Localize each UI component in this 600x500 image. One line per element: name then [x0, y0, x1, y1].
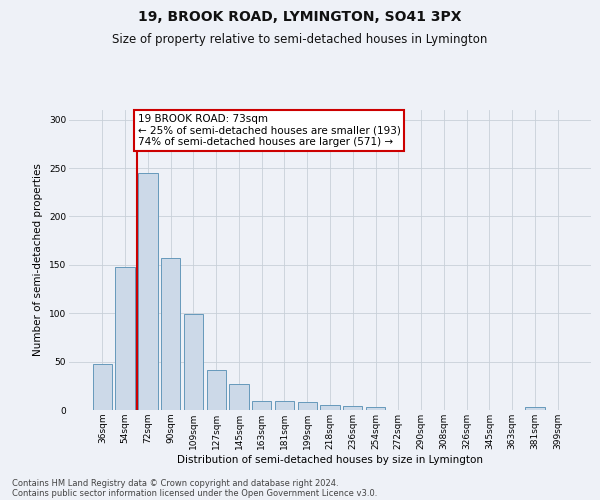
Bar	[252, 402, 271, 410]
Bar	[138, 173, 158, 410]
Bar	[525, 407, 545, 410]
Text: Contains HM Land Registry data © Crown copyright and database right 2024.: Contains HM Land Registry data © Crown c…	[12, 478, 338, 488]
Bar	[366, 407, 385, 410]
Bar	[275, 402, 294, 410]
Text: 19 BROOK ROAD: 73sqm
← 25% of semi-detached houses are smaller (193)
74% of semi: 19 BROOK ROAD: 73sqm ← 25% of semi-detac…	[137, 114, 401, 147]
Bar	[229, 384, 248, 410]
Text: Contains public sector information licensed under the Open Government Licence v3: Contains public sector information licen…	[12, 488, 377, 498]
X-axis label: Distribution of semi-detached houses by size in Lymington: Distribution of semi-detached houses by …	[177, 454, 483, 464]
Bar	[298, 402, 317, 410]
Text: 19, BROOK ROAD, LYMINGTON, SO41 3PX: 19, BROOK ROAD, LYMINGTON, SO41 3PX	[138, 10, 462, 24]
Text: Size of property relative to semi-detached houses in Lymington: Size of property relative to semi-detach…	[112, 32, 488, 46]
Bar	[115, 267, 135, 410]
Y-axis label: Number of semi-detached properties: Number of semi-detached properties	[34, 164, 43, 356]
Bar	[184, 314, 203, 410]
Bar	[343, 406, 362, 410]
Bar	[320, 405, 340, 410]
Bar	[206, 370, 226, 410]
Bar	[161, 258, 181, 410]
Bar	[93, 364, 112, 410]
